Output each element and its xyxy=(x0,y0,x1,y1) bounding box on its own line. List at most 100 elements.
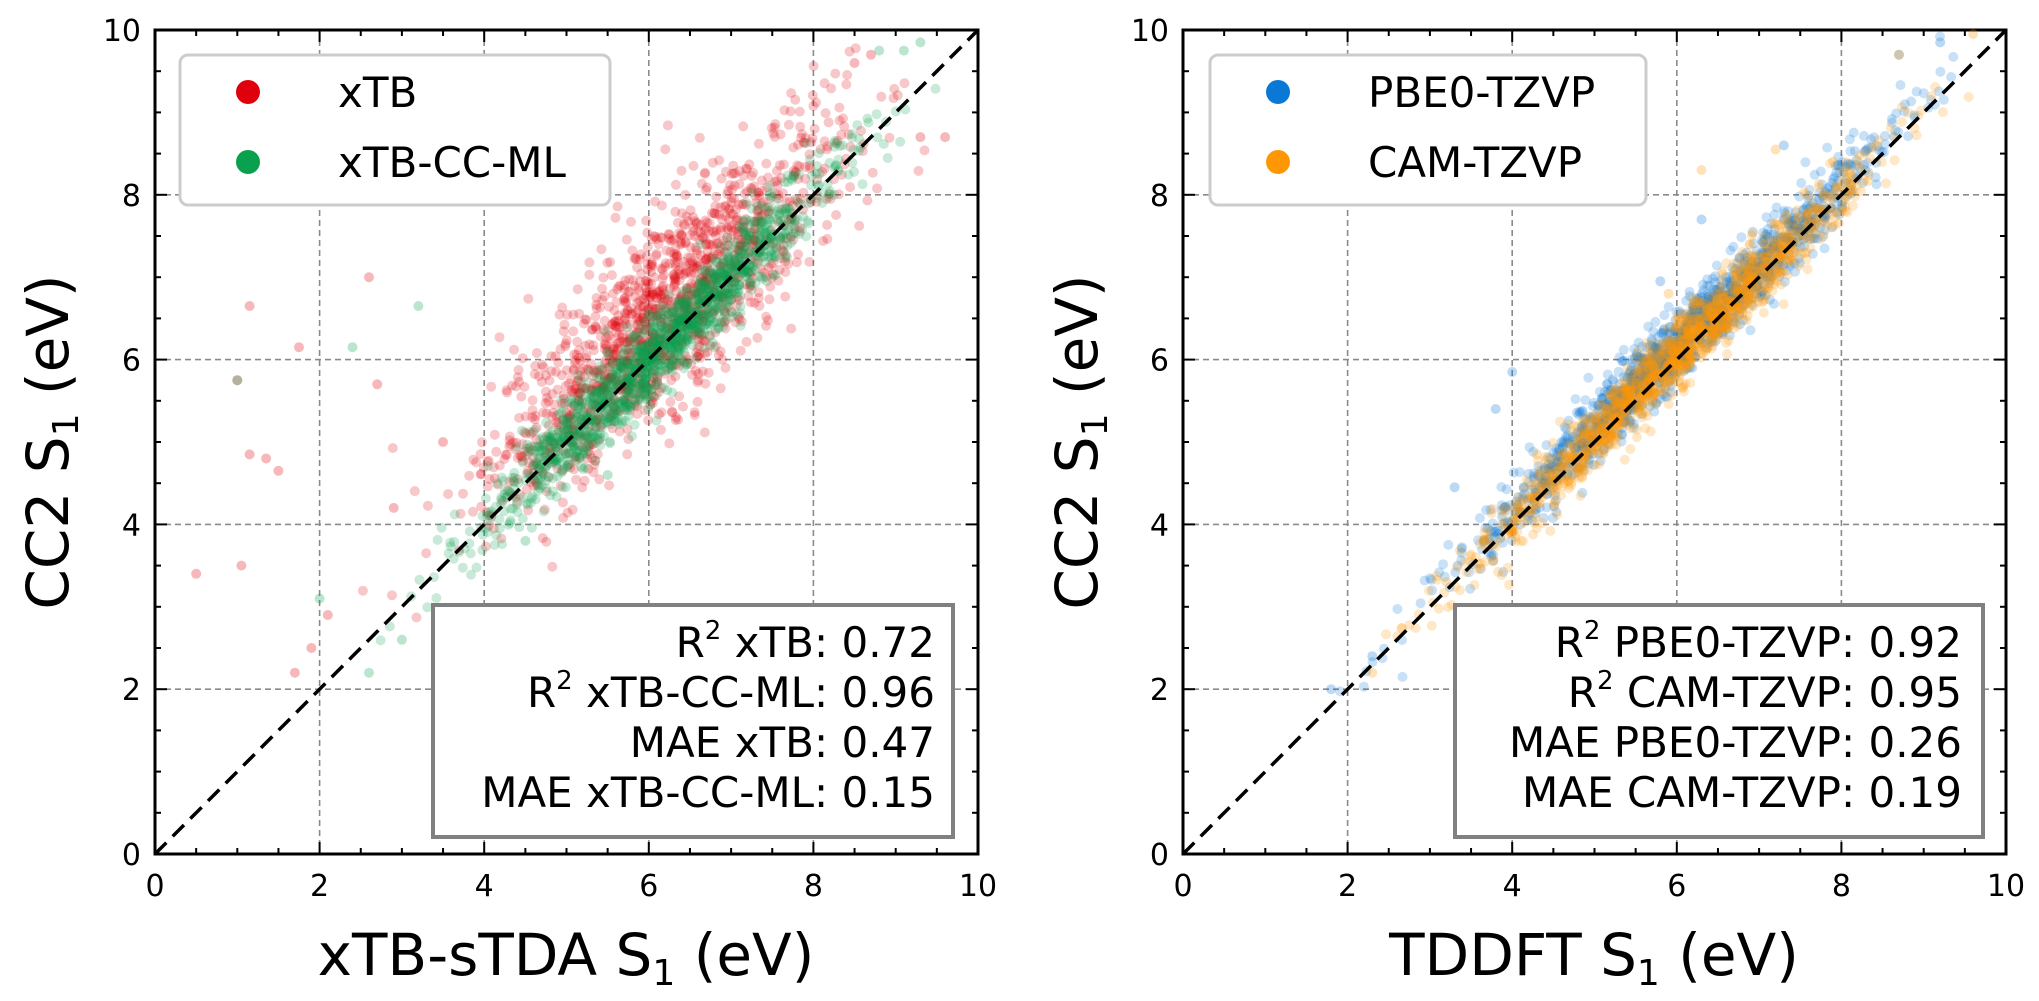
left-point-0-1355 xyxy=(862,195,873,206)
left-point-0-428 xyxy=(703,252,714,263)
left-stats-box: R2 xTB: 0.72 R2 xTB-CC-ML: 0.96 MAE xTB:… xyxy=(431,603,955,839)
left-point-0-880 xyxy=(804,256,815,267)
right-point-0-632 xyxy=(1800,157,1811,168)
left-outlier-0-7 xyxy=(294,342,304,353)
left-point-0-505 xyxy=(671,286,682,297)
left-point-0-1390 xyxy=(701,185,711,196)
left-point-0-485 xyxy=(643,415,654,426)
left-point-0-94 xyxy=(691,289,702,300)
left-point-0-983 xyxy=(786,88,797,99)
left-point-0-557 xyxy=(587,324,598,335)
left-y-axis-label: CC2 S1 (eV) xyxy=(14,274,87,609)
left-point-0-506 xyxy=(768,258,779,269)
left-point-0-536 xyxy=(640,405,650,416)
left-point-0-526 xyxy=(700,255,711,266)
left-point-0-542 xyxy=(706,240,717,251)
left-point-0-600 xyxy=(610,212,621,223)
left-point-0-362 xyxy=(678,309,689,320)
left-point-0-1082 xyxy=(574,345,585,356)
left-point-0-589 xyxy=(477,437,487,448)
left-point-0-223 xyxy=(769,131,780,142)
left-point-0-254 xyxy=(607,356,618,367)
left-point-0-579 xyxy=(732,292,743,302)
left-point-0-453 xyxy=(667,311,678,322)
left-point-0-12 xyxy=(614,322,625,333)
left-point-0-245 xyxy=(836,169,847,180)
left-point-0-20 xyxy=(795,222,806,233)
left-point-0-631 xyxy=(752,187,763,198)
left-point-0-55 xyxy=(752,215,763,226)
left-point-0-332 xyxy=(574,308,585,319)
left-point-1-1080 xyxy=(600,326,611,337)
left-point-0-302 xyxy=(673,217,683,228)
left-point-0-527 xyxy=(716,222,727,233)
left-scatter-points xyxy=(191,37,951,678)
left-point-0-610 xyxy=(717,291,728,302)
left-x-axis-label-main: xTB-sTDA S xyxy=(318,921,653,989)
left-point-0-547 xyxy=(718,288,729,299)
left-point-1-1221 xyxy=(763,214,774,225)
left-point-1-1321 xyxy=(618,374,629,385)
left-point-0-265 xyxy=(640,283,651,294)
left-point-0-139 xyxy=(482,456,493,467)
left-point-0-276 xyxy=(622,355,633,366)
left-point-0-921 xyxy=(651,234,662,244)
left-point-0-615 xyxy=(670,244,681,255)
left-point-0-261 xyxy=(666,375,677,386)
left-point-0-144 xyxy=(815,144,826,155)
left-point-0-440 xyxy=(570,454,581,465)
left-point-1-649 xyxy=(857,179,868,190)
left-point-1-1268 xyxy=(814,168,825,179)
left-point-0-215 xyxy=(667,407,678,418)
left-point-0-650 xyxy=(700,378,711,389)
left-point-0-81 xyxy=(872,183,883,194)
left-point-0-301 xyxy=(683,354,694,365)
left-point-0-384 xyxy=(734,179,745,190)
right-point-0-1220 xyxy=(1501,484,1512,495)
left-point-0-158 xyxy=(515,450,526,461)
left-point-0-177 xyxy=(589,459,600,470)
left-outlier-1-9 xyxy=(898,45,909,56)
right-point-0-1241 xyxy=(1948,51,1959,62)
right-point-1-80 xyxy=(1881,178,1891,189)
left-point-0-106 xyxy=(745,269,756,280)
left-point-1-985 xyxy=(735,320,746,331)
left-point-0-221 xyxy=(624,381,635,391)
left-point-0-1149 xyxy=(779,105,790,116)
left-point-0-413 xyxy=(661,245,672,256)
left-point-0-121 xyxy=(648,328,659,339)
left-point-0-1319 xyxy=(619,280,630,291)
right-point-0-973 xyxy=(1769,298,1779,309)
left-point-0-211 xyxy=(631,401,642,412)
left-point-0-160 xyxy=(580,314,591,325)
left-point-0-246 xyxy=(728,193,739,204)
left-point-0-452 xyxy=(719,201,730,212)
left-point-0-483 xyxy=(546,435,557,446)
left-point-1-988 xyxy=(831,160,841,171)
left-point-0-174 xyxy=(484,474,495,484)
left-point-0-565 xyxy=(913,165,924,176)
left-point-0-127 xyxy=(557,466,568,476)
left-point-0-33 xyxy=(818,236,829,246)
left-point-0-77 xyxy=(745,297,756,308)
left-point-0-371 xyxy=(781,233,792,244)
left-point-0-641 xyxy=(583,422,594,433)
left-ytick-label-8: 8 xyxy=(122,179,141,214)
left-point-0-537 xyxy=(586,385,597,396)
left-point-0-74 xyxy=(557,398,567,409)
left-point-0-17 xyxy=(720,323,731,334)
left-point-1-1055 xyxy=(682,287,693,298)
left-point-1-1022 xyxy=(847,129,857,140)
left-point-0-150 xyxy=(558,326,569,337)
left-point-0-232 xyxy=(690,278,701,289)
left-point-0-465 xyxy=(876,91,887,102)
left-point-1-907 xyxy=(492,478,503,489)
left-point-0-507 xyxy=(651,286,662,297)
left-point-0-5 xyxy=(776,204,787,215)
left-outlier-1-1 xyxy=(314,593,325,604)
left-point-0-646 xyxy=(605,397,616,408)
left-point-0-102 xyxy=(621,397,632,408)
left-point-0-87 xyxy=(686,269,697,280)
left-point-0-135 xyxy=(747,184,758,195)
